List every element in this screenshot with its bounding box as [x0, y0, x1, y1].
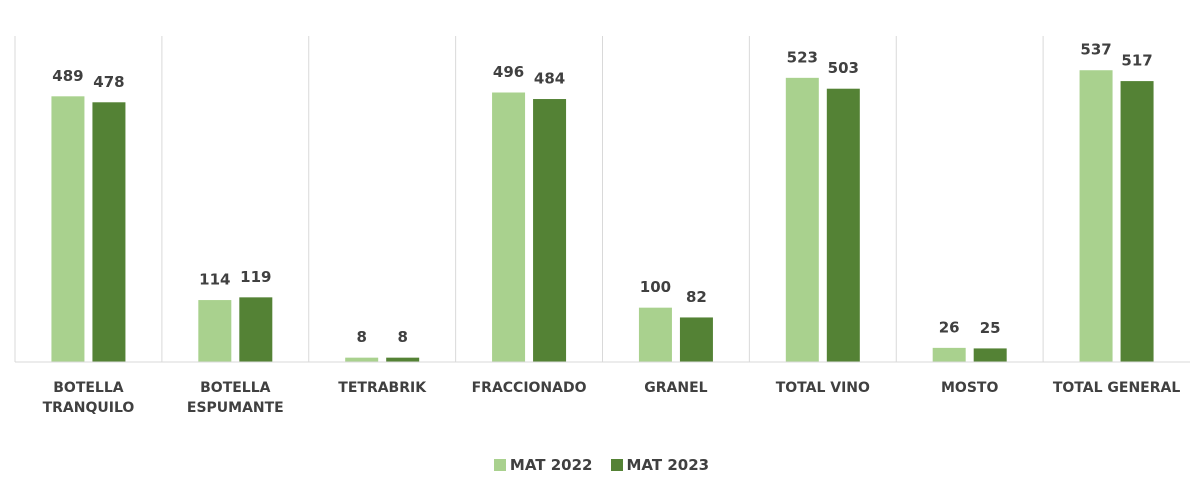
legend-swatch: [493, 459, 506, 471]
bar: [345, 357, 379, 362]
bar: [638, 307, 672, 362]
bar: [1079, 70, 1113, 362]
bar: [826, 88, 860, 362]
legend-label: MAT 2022: [509, 456, 593, 474]
data-label: 496: [493, 63, 524, 81]
bar: [973, 348, 1007, 362]
bar: [932, 347, 966, 362]
x-tick-label: GRANEL: [644, 380, 708, 396]
legend-item: MAT 2022: [493, 456, 593, 474]
bar: [51, 96, 85, 362]
x-tick-label: TOTAL GENERAL: [1052, 380, 1181, 396]
bar: [492, 92, 526, 363]
data-label: 8: [397, 328, 407, 346]
bar: [785, 77, 819, 362]
bar: [92, 102, 126, 362]
data-label: 478: [93, 73, 124, 91]
data-label: 503: [828, 59, 859, 77]
data-label: 8: [356, 328, 366, 346]
data-label: 537: [1080, 41, 1111, 59]
bar: [533, 99, 567, 362]
data-label: 100: [640, 278, 671, 296]
x-tick-label: TOTAL VINO: [775, 380, 870, 396]
data-label: 114: [199, 271, 230, 289]
data-label: 82: [686, 288, 707, 306]
x-tick-label: BOTELLA TRANQUILO: [42, 380, 135, 416]
x-tick-label: TETRABRIK: [338, 380, 427, 396]
data-label: 119: [240, 268, 271, 286]
bar: [386, 357, 420, 362]
x-tick-label: FRACCIONADO: [471, 380, 587, 396]
x-tick-label: BOTELLA ESPUMANTE: [186, 380, 284, 416]
data-label: 523: [787, 48, 818, 66]
legend: MAT 2022 MAT 2023: [0, 456, 1203, 474]
data-label: 26: [939, 318, 960, 336]
x-tick-label: MOSTO: [941, 380, 999, 396]
data-label: 484: [534, 70, 565, 88]
bar: [239, 297, 273, 362]
data-label: 25: [980, 319, 1001, 337]
legend-item: MAT 2023: [610, 456, 710, 474]
legend-label: MAT 2023: [626, 456, 710, 474]
bar: [1120, 81, 1154, 362]
legend-swatch: [610, 459, 623, 471]
bar: [198, 300, 232, 362]
data-label: 517: [1121, 52, 1152, 70]
bar: [679, 317, 713, 362]
data-label: 489: [52, 67, 83, 85]
